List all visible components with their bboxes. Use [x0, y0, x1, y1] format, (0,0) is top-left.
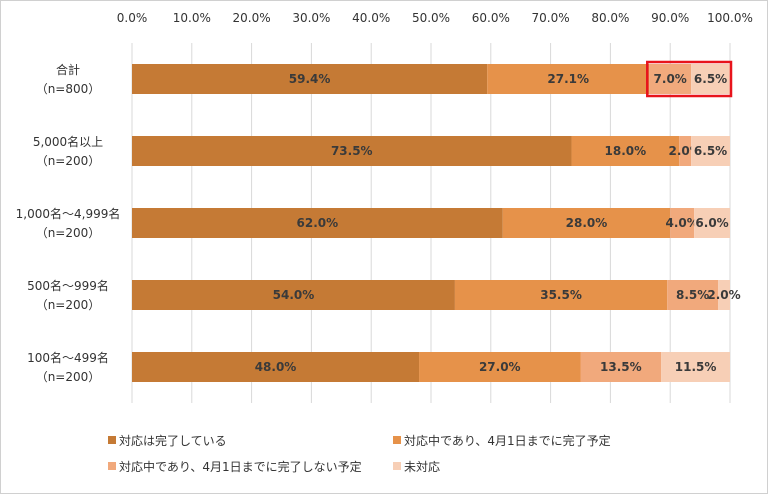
data-label: 6.5% [694, 72, 727, 86]
x-tick-label: 100.0% [707, 11, 753, 25]
bar-segment [691, 64, 730, 94]
bar-segment [487, 64, 650, 94]
category-label: （n=200） [36, 298, 101, 312]
category-label: （n=200） [36, 226, 101, 240]
x-tick-label: 30.0% [292, 11, 330, 25]
legend-label: 対応は完了している [119, 433, 227, 448]
data-label: 13.5% [600, 360, 642, 374]
bar-segment [132, 208, 503, 238]
legend-label: 未対応 [404, 460, 440, 474]
data-label: 11.5% [675, 360, 717, 374]
data-label: 59.4% [289, 72, 331, 86]
bar-segment [661, 352, 730, 382]
x-tick-label: 0.0% [117, 11, 148, 25]
bar-segment [132, 280, 455, 310]
data-label: 18.0% [605, 144, 647, 158]
category-label: （n=200） [36, 154, 101, 168]
bar-segment [679, 136, 692, 166]
data-label: 6.0% [695, 216, 728, 230]
bar-segment [132, 64, 488, 94]
x-tick-label: 70.0% [532, 11, 570, 25]
highlight-box [646, 60, 733, 98]
data-label: 2.0% [707, 288, 740, 302]
x-tick-label: 80.0% [591, 11, 629, 25]
x-tick-label: 90.0% [651, 11, 689, 25]
legend-swatch [393, 462, 401, 470]
data-label: 73.5% [331, 144, 373, 158]
legend-label: 対応中であり、4月1日までに完了しない予定 [119, 459, 362, 474]
x-tick-label: 20.0% [233, 11, 271, 25]
legend-swatch [108, 436, 116, 444]
bar-segment [132, 352, 420, 382]
data-label: 35.5% [540, 288, 582, 302]
legend-swatch [108, 462, 116, 470]
bar-segment [649, 64, 692, 94]
category-label: 500名～999名 [27, 278, 109, 293]
data-label: 48.0% [255, 360, 297, 374]
x-tick-label: 50.0% [412, 11, 450, 25]
bar-segment [132, 136, 572, 166]
category-label: 合計 [56, 62, 80, 77]
bar-segment [502, 208, 671, 238]
bar-segment [571, 136, 680, 166]
category-label: 5,000名以上 [33, 134, 103, 149]
category-label: （n=200） [36, 370, 101, 384]
data-label: 54.0% [273, 288, 315, 302]
data-label: 28.0% [566, 216, 608, 230]
data-label: 62.0% [297, 216, 339, 230]
legend-label: 対応中であり、4月1日までに完了予定 [404, 433, 611, 448]
bar-segment [667, 280, 719, 310]
x-tick-label: 40.0% [352, 11, 390, 25]
data-label: 6.5% [694, 144, 727, 158]
bar-segment [454, 280, 668, 310]
category-label: 100名～499名 [27, 350, 109, 365]
category-label: （n=800） [36, 82, 101, 96]
legend-swatch [393, 436, 401, 444]
data-label: 27.1% [547, 72, 589, 86]
bar-segment [419, 352, 581, 382]
data-label: 7.0% [654, 72, 687, 86]
bar-segment [580, 352, 662, 382]
bar-segment [718, 280, 730, 310]
data-label: 27.0% [479, 360, 521, 374]
data-label: 8.5% [676, 288, 709, 302]
category-label: 1,000名～4,999名 [16, 206, 121, 221]
bar-segment [691, 136, 730, 166]
bar-segment [670, 208, 695, 238]
data-label: 4.0% [666, 216, 699, 230]
x-tick-label: 60.0% [472, 11, 510, 25]
bar-segment [694, 208, 730, 238]
x-tick-label: 10.0% [173, 11, 211, 25]
